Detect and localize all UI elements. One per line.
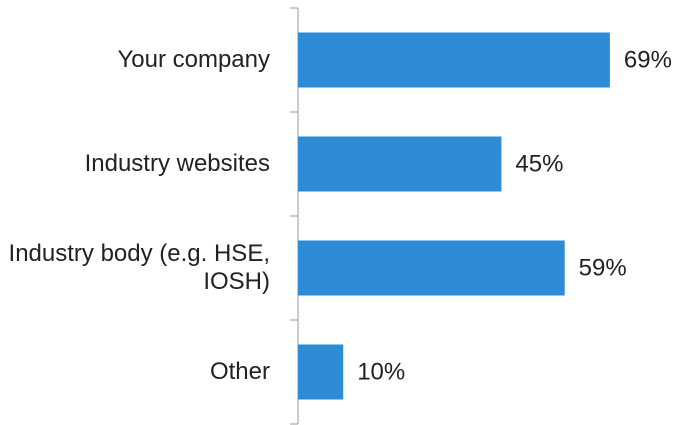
bar [298, 240, 565, 296]
category-label: Your company [117, 46, 270, 73]
bar [298, 344, 344, 400]
category-label: Other [209, 358, 270, 385]
category-label: Industry websites [84, 150, 270, 177]
value-label: 45% [515, 150, 563, 177]
value-label: 59% [579, 254, 627, 281]
bar [298, 32, 610, 88]
category-label: Industry body (e.g. HSE, IOSH) [8, 240, 270, 295]
bar [298, 136, 502, 192]
value-label: 10% [357, 358, 405, 385]
value-label: 69% [624, 46, 672, 73]
